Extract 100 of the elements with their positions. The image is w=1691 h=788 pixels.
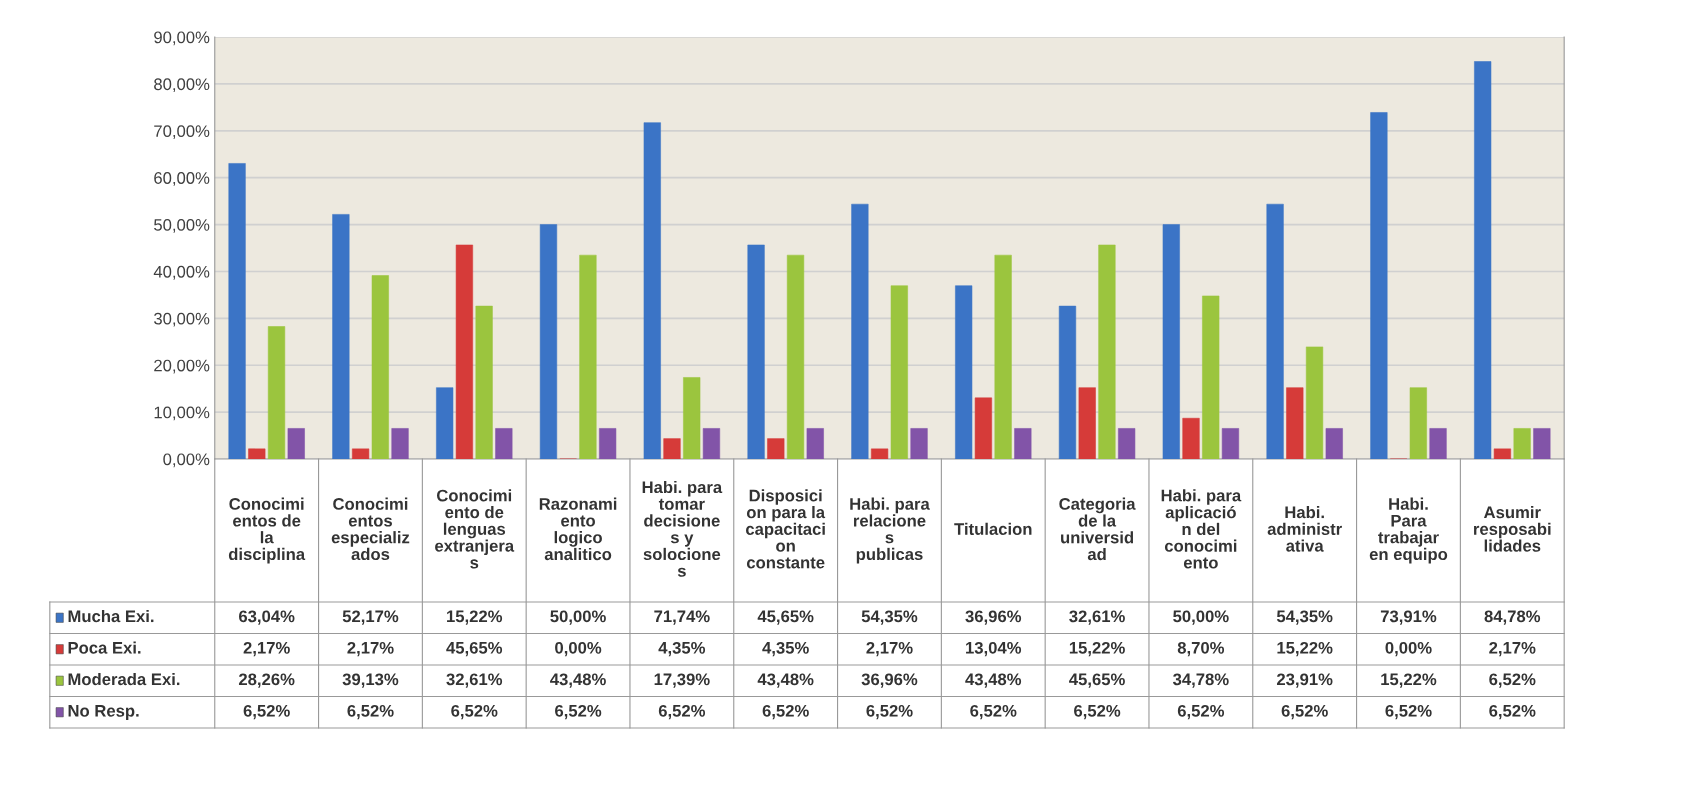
data-label: 2,17% [243,641,290,657]
legend-label: Poca Exi. [68,641,141,654]
data-label: 6,52% [658,704,706,720]
data-label: 6,52% [1074,704,1121,720]
bar [1266,203,1284,460]
data-label: 15,22% [1277,641,1333,657]
data-label: 43,48% [550,673,606,688]
x-tick-label: Habi. para relacione s publicas [850,497,930,564]
data-label: 32,61% [446,673,503,688]
y-tick-label: 40,00% [153,265,210,280]
y-tick-label: 60,00% [154,172,210,186]
y-tick-label: 50,00% [154,218,210,233]
bar [1325,428,1343,460]
bar [1533,428,1551,460]
data-label: 63,04% [239,610,295,625]
data-label: 17,39% [654,673,710,688]
data-label: 45,65% [757,610,814,625]
bar [683,377,701,460]
data-label: 28,26% [238,673,295,688]
x-tick-label: Disposici on para la capacitaci on constante [746,489,826,569]
data-label: 6,52% [555,704,602,720]
bar [1182,417,1200,460]
bar [663,438,681,460]
data-label: 39,13% [342,673,399,688]
x-tick-label: Habi. para tomar decisione s y solocione s [642,480,723,577]
data-label: 54,35% [1276,610,1333,625]
data-label: 2,17% [347,641,394,657]
data-label: 0,00% [1385,641,1432,657]
x-tick-label: Asumir resposabi lidades [1474,505,1551,552]
bar [974,397,992,460]
data-label: 71,74% [654,610,710,625]
data-label: 6,52% [243,704,290,720]
data-label: 6,52% [451,704,498,720]
bar [1014,428,1032,460]
data-label: 13,04% [966,641,1022,657]
legend-label: Moderada Exi. [68,672,180,686]
data-label: 36,96% [861,673,918,688]
bar [267,326,286,460]
data-label: 84,78% [1484,610,1541,625]
bar [955,285,973,460]
bar [1058,305,1077,460]
bar [806,428,824,460]
data-label: 32,61% [1069,610,1125,625]
bar [436,387,454,460]
x-tick-label: Conocimi entos de la disciplina [228,497,306,564]
data-label: 52,17% [342,610,399,625]
data-label: 6,52% [970,704,1017,720]
data-label: 15,22% [447,610,503,625]
data-label: 43,48% [965,673,1022,688]
legend-label: No Resp. [68,705,139,721]
data-label: 45,65% [446,641,503,657]
data-label: 0,00% [555,641,602,657]
legend-label: Mucha Exi. [68,609,154,623]
bar [248,448,266,460]
bar [910,428,928,460]
y-tick-label: 70,00% [154,125,210,139]
bar [1513,428,1531,460]
x-tick-label: Conocimi ento de lenguas extranjera s [435,489,515,569]
data-label: 6,52% [1385,704,1432,720]
bar [1098,244,1116,460]
bar [851,203,869,460]
data-label: 6,52% [1489,704,1536,720]
bar [371,275,389,460]
data-label: 45,65% [1069,673,1125,688]
bar [1221,428,1240,460]
y-tick-label: 80,00% [154,78,210,93]
bar [539,224,558,460]
bar [1474,61,1492,460]
data-label: 23,91% [1276,673,1333,688]
data-label: 15,22% [1381,673,1437,688]
data-label: 4,35% [762,641,809,657]
data-label: 43,48% [757,673,814,688]
bar [391,428,409,460]
x-tick-label: Habi. Para trabajar en equipo [1369,497,1448,564]
bar [871,448,889,460]
bar [1493,448,1511,460]
bar [786,254,805,460]
data-label: 2,17% [1489,641,1536,657]
x-tick-label: Conocimi entos especializ ados [331,497,410,561]
data-label: 50,00% [550,610,606,625]
x-tick-label: Razonami ento logico analitico [539,497,617,561]
bar [1078,387,1096,460]
bar [994,254,1012,460]
data-label: 6,52% [347,704,394,720]
data-label: 36,96% [965,610,1022,625]
bar [332,214,350,460]
data-label: 54,35% [861,610,918,625]
y-tick-label: 30,00% [154,312,210,327]
data-label: 6,52% [1177,704,1225,720]
y-tick-label: 20,00% [154,359,210,374]
data-label: 15,22% [1069,641,1125,657]
bar [1409,387,1427,460]
bar [1429,428,1447,460]
bar [1370,112,1388,460]
bar [1286,387,1304,460]
bar [643,122,661,460]
bar [1118,428,1136,460]
bar [890,285,908,460]
x-tick-label: Habi. administr ativa [1267,505,1342,552]
data-label: 50,00% [1173,610,1229,625]
